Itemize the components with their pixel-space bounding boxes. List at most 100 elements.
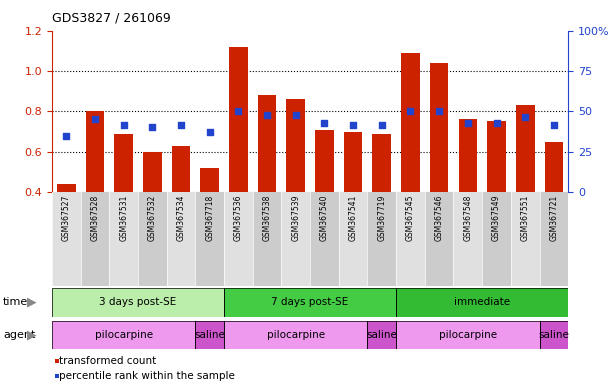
Bar: [224, 288, 396, 317]
Text: ▶: ▶: [27, 296, 37, 309]
Text: saline: saline: [194, 330, 225, 340]
Bar: [138, 192, 167, 286]
Text: percentile rank within the sample: percentile rank within the sample: [59, 371, 235, 381]
Bar: [114, 134, 133, 273]
Text: GSM367721: GSM367721: [549, 195, 558, 241]
Bar: [430, 63, 448, 273]
Bar: [52, 321, 196, 349]
Point: [291, 112, 301, 118]
Text: transformed count: transformed count: [59, 356, 156, 366]
Bar: [458, 119, 477, 273]
Bar: [196, 321, 224, 349]
Bar: [52, 288, 224, 317]
Text: GSM367719: GSM367719: [377, 195, 386, 241]
Text: GSM367527: GSM367527: [62, 195, 71, 241]
Bar: [540, 192, 568, 286]
Bar: [52, 288, 224, 317]
Bar: [544, 142, 563, 273]
Text: saline: saline: [367, 330, 397, 340]
Point: [205, 128, 214, 135]
Bar: [224, 192, 253, 286]
Text: GSM367539: GSM367539: [291, 195, 300, 241]
Bar: [52, 321, 196, 349]
Point: [434, 108, 444, 114]
Bar: [57, 184, 76, 273]
Text: saline: saline: [538, 330, 569, 340]
Bar: [315, 129, 334, 273]
Bar: [401, 53, 420, 273]
Text: GSM367546: GSM367546: [434, 195, 444, 241]
Bar: [86, 111, 104, 273]
Bar: [109, 192, 138, 286]
Text: agent: agent: [3, 330, 35, 340]
Point: [377, 122, 387, 129]
Bar: [540, 321, 568, 349]
Point: [262, 112, 272, 118]
Text: GSM367541: GSM367541: [349, 195, 357, 241]
Point: [406, 108, 415, 114]
Point: [147, 124, 157, 131]
Text: GSM367549: GSM367549: [492, 195, 501, 241]
Bar: [373, 134, 391, 273]
Text: GSM367528: GSM367528: [90, 195, 100, 241]
Point: [176, 122, 186, 129]
Point: [463, 121, 473, 127]
Text: GDS3827 / 261069: GDS3827 / 261069: [52, 12, 170, 25]
Point: [348, 122, 358, 129]
Bar: [511, 192, 540, 286]
Point: [61, 132, 71, 139]
Text: GSM367551: GSM367551: [521, 195, 530, 241]
Text: ▶: ▶: [27, 329, 37, 341]
Bar: [81, 192, 109, 286]
Bar: [196, 321, 224, 349]
Bar: [282, 192, 310, 286]
Point: [492, 121, 502, 127]
Text: GSM367531: GSM367531: [119, 195, 128, 241]
Text: GSM367545: GSM367545: [406, 195, 415, 241]
Bar: [52, 192, 81, 286]
Bar: [487, 121, 506, 273]
Bar: [453, 192, 482, 286]
Point: [233, 108, 243, 114]
Point: [320, 121, 329, 127]
Bar: [482, 192, 511, 286]
Bar: [196, 192, 224, 286]
Bar: [540, 321, 568, 349]
Bar: [253, 192, 282, 286]
Bar: [200, 168, 219, 273]
Text: 3 days post-SE: 3 days post-SE: [100, 297, 177, 308]
Bar: [396, 192, 425, 286]
Bar: [344, 131, 362, 273]
Bar: [367, 321, 396, 349]
Text: pilocarpine: pilocarpine: [266, 330, 325, 340]
Text: GSM367718: GSM367718: [205, 195, 214, 241]
Bar: [167, 192, 196, 286]
Bar: [258, 95, 276, 273]
Bar: [229, 47, 247, 273]
Point: [549, 122, 559, 129]
Text: pilocarpine: pilocarpine: [95, 330, 153, 340]
Bar: [224, 321, 367, 349]
Text: GSM367536: GSM367536: [234, 195, 243, 241]
Point: [90, 116, 100, 122]
Bar: [172, 146, 191, 273]
Text: pilocarpine: pilocarpine: [439, 330, 497, 340]
Point: [521, 114, 530, 121]
Bar: [143, 152, 162, 273]
Text: time: time: [3, 297, 28, 308]
Bar: [396, 288, 568, 317]
Bar: [425, 192, 453, 286]
Bar: [224, 288, 396, 317]
Bar: [396, 321, 540, 349]
Bar: [367, 192, 396, 286]
Point: [119, 122, 128, 129]
Bar: [338, 192, 367, 286]
Text: 7 days post-SE: 7 days post-SE: [271, 297, 349, 308]
Bar: [224, 321, 367, 349]
Bar: [367, 321, 396, 349]
Text: GSM367540: GSM367540: [320, 195, 329, 241]
Text: immediate: immediate: [454, 297, 510, 308]
Bar: [516, 105, 535, 273]
Text: GSM367538: GSM367538: [263, 195, 271, 241]
Bar: [396, 321, 540, 349]
